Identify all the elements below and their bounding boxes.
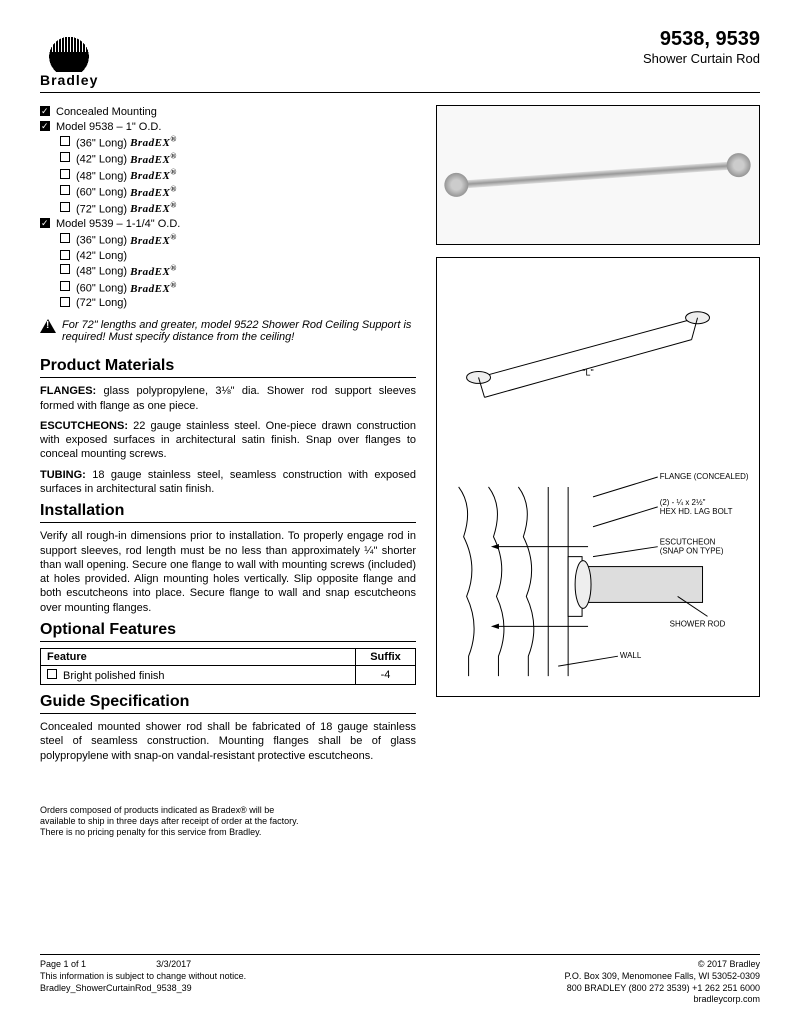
opt-9539: Model 9539 – 1-1/4" O.D. [56, 217, 180, 232]
size-72: (72" Long) [76, 203, 127, 215]
header-title-block: 9538, 9539 Shower Curtain Rod [643, 28, 760, 66]
right-column: "L" FLANGE [436, 105, 760, 839]
bradex-footnote: Orders composed of products indicated as… [40, 805, 300, 839]
svg-text:WALL: WALL [620, 651, 642, 660]
checkbox-icon [40, 218, 50, 228]
svg-text:SHOWER ROD: SHOWER ROD [670, 619, 726, 628]
bradex: BradEX [130, 203, 170, 215]
checkbox-icon [60, 264, 70, 274]
para-tubing: TUBING: 18 gauge stainless steel, seamle… [40, 468, 416, 497]
svg-text:"L": "L" [582, 367, 593, 377]
bradex: BradEX [130, 137, 170, 149]
reg: ® [170, 151, 176, 160]
diagram-svg: "L" FLANGE [437, 258, 759, 696]
page-num: Page 1 of 1 [40, 959, 86, 969]
reg: ® [170, 232, 176, 241]
logo-icon [47, 28, 91, 72]
footer-left: Page 1 of 1 3/3/2017 This information is… [40, 959, 246, 1006]
reg: ® [170, 263, 176, 272]
checkbox-icon [60, 185, 70, 195]
checkbox-icon [60, 169, 70, 179]
phone: 800 BRADLEY (800 272 3539) +1 262 251 60… [567, 983, 760, 993]
brand-name: Bradley [40, 72, 98, 88]
heading-materials: Product Materials [40, 357, 416, 378]
product-name: Shower Curtain Rod [643, 51, 760, 66]
size-48: (48" Long) [76, 266, 127, 278]
bradex: BradEX [130, 170, 170, 182]
checkbox-icon [60, 152, 70, 162]
checkbox-icon [60, 250, 70, 260]
page-footer: Page 1 of 1 3/3/2017 This information is… [40, 954, 760, 1006]
heading-install: Installation [40, 502, 416, 523]
change-notice: This information is subject to change wi… [40, 971, 246, 981]
reg: ® [170, 135, 176, 144]
reg: ® [170, 201, 176, 210]
th-suffix: Suffix [356, 649, 416, 666]
th-feature: Feature [41, 649, 356, 666]
checkbox-icon [40, 121, 50, 131]
bradex: BradEX [130, 266, 170, 278]
svg-text:HEX HD. LAG BOLT: HEX HD. LAG BOLT [660, 507, 733, 516]
checkbox-icon [60, 202, 70, 212]
checkbox-icon [40, 106, 50, 116]
brand-logo: Bradley [40, 28, 98, 88]
td-suffix: -4 [356, 666, 416, 685]
warning-text: For 72" lengths and greater, model 9522 … [62, 319, 416, 343]
rod-render [456, 161, 739, 189]
opt-9538: Model 9538 – 1" O.D. [56, 120, 161, 135]
main-content: Concealed Mounting Model 9538 – 1" O.D. … [40, 105, 760, 839]
para-escutcheons: ESCUTCHEONS: 22 gauge stainless steel. O… [40, 419, 416, 462]
technical-diagram: "L" FLANGE [436, 257, 760, 697]
url: bradleycorp.com [693, 994, 760, 1004]
address: P.O. Box 309, Menomonee Falls, WI 53052-… [565, 971, 760, 981]
bradex: BradEX [130, 235, 170, 247]
size-36: (36" Long) [76, 137, 127, 149]
svg-text:(2) - ¼ x 2½": (2) - ¼ x 2½" [660, 498, 706, 507]
size-42: (42" Long) [76, 249, 127, 264]
checkbox-icon [60, 136, 70, 146]
product-photo [436, 105, 760, 245]
td-feature: Bright polished finish [41, 666, 356, 685]
warning-note: For 72" lengths and greater, model 9522 … [40, 319, 416, 343]
para-install: Verify all rough-in dimensions prior to … [40, 529, 416, 615]
footer-right: © 2017 Bradley P.O. Box 309, Menomonee F… [565, 959, 760, 1006]
size-60: (60" Long) [76, 187, 127, 199]
checkbox-icon [60, 297, 70, 307]
warning-icon [40, 319, 56, 333]
bradex: BradEX [130, 283, 170, 295]
bradex: BradEX [130, 187, 170, 199]
copyright: © 2017 Bradley [698, 959, 760, 969]
checkbox-icon [60, 233, 70, 243]
svg-text:ESCUTCHEON: ESCUTCHEON [660, 538, 716, 547]
bradex: BradEX [130, 154, 170, 166]
option-checklist: Concealed Mounting Model 9538 – 1" O.D. … [40, 105, 416, 311]
heading-guide: Guide Specification [40, 693, 416, 714]
checkbox-icon [60, 281, 70, 291]
size-36: (36" Long) [76, 235, 127, 247]
page-date: 3/3/2017 [156, 959, 191, 969]
size-48: (48" Long) [76, 170, 127, 182]
file-name: Bradley_ShowerCurtainRod_9538_39 [40, 983, 192, 993]
para-flanges: FLANGES: glass polypropylene, 3⅛" dia. S… [40, 384, 416, 413]
reg: ® [170, 280, 176, 289]
model-numbers: 9538, 9539 [643, 28, 760, 51]
features-table: FeatureSuffix Bright polished finish -4 [40, 648, 416, 685]
size-72: (72" Long) [76, 296, 127, 311]
svg-text:(SNAP ON TYPE): (SNAP ON TYPE) [660, 547, 724, 556]
reg: ® [170, 184, 176, 193]
reg: ® [170, 168, 176, 177]
size-60: (60" Long) [76, 283, 127, 295]
para-guide: Concealed mounted shower rod shall be fa… [40, 720, 416, 763]
heading-optional: Optional Features [40, 621, 416, 642]
size-42: (42" Long) [76, 154, 127, 166]
left-column: Concealed Mounting Model 9538 – 1" O.D. … [40, 105, 416, 839]
page-header: Bradley 9538, 9539 Shower Curtain Rod [40, 28, 760, 93]
checkbox-icon [47, 669, 57, 679]
svg-text:FLANGE (CONCEALED): FLANGE (CONCEALED) [660, 472, 749, 481]
opt-concealed: Concealed Mounting [56, 105, 157, 120]
